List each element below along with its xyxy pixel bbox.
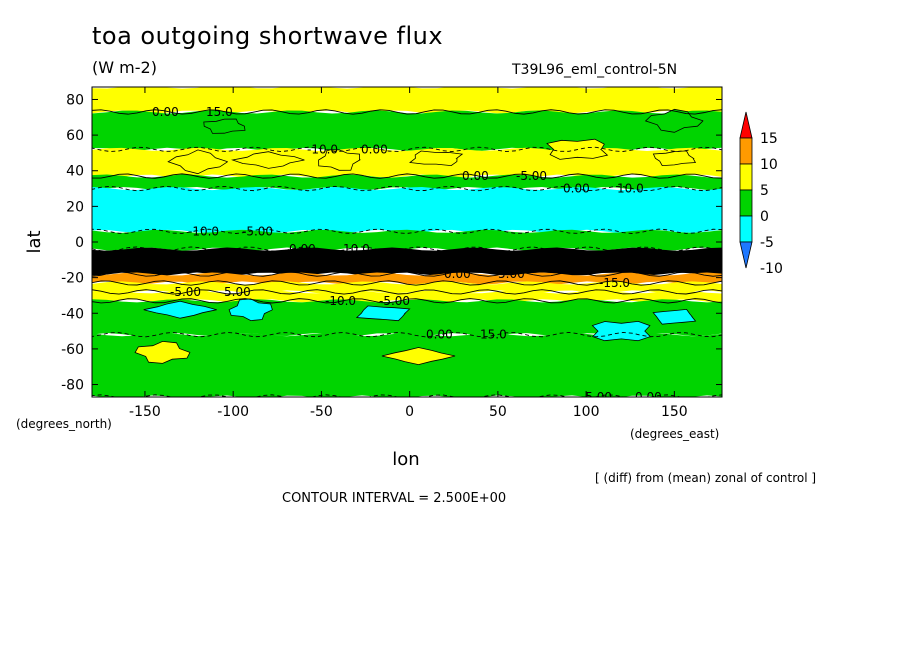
zonal-band [92, 333, 722, 397]
contour-line [92, 109, 722, 115]
x-tick-label: 100 [573, 404, 600, 420]
anomaly-patch [143, 300, 217, 319]
contour-label: 5.00 [498, 267, 525, 281]
colorbar-segment [739, 163, 753, 191]
contour-label: 0.00 [635, 390, 662, 404]
contour-line [92, 298, 722, 304]
anomaly-patch [231, 151, 305, 169]
contour-line [92, 185, 722, 192]
anomaly-patch [591, 320, 652, 342]
colorbar-segment [739, 111, 753, 139]
contour-label: 0.00 [289, 242, 316, 256]
contour-line [92, 228, 722, 234]
anomaly-patch [408, 150, 464, 167]
colorbar-label: 15 [760, 131, 778, 147]
colorbar-segment [739, 137, 753, 165]
chart-title: toa outgoing shortwave flux [92, 22, 444, 50]
contour-interval-label: CONTOUR INTERVAL = 2.500E+00 [282, 491, 506, 506]
anomaly-patch [167, 149, 228, 175]
anomaly-patch [652, 308, 697, 325]
contour-line [92, 289, 722, 295]
zonal-band [92, 186, 722, 233]
zonal-band [92, 229, 722, 251]
y-tick-label: 20 [66, 199, 84, 215]
anomaly-patch [644, 108, 704, 133]
anomaly-patch [134, 340, 191, 364]
contour-label: -5.00 [516, 169, 547, 183]
zonal-band [92, 247, 722, 276]
y-tick-label: 60 [66, 128, 84, 144]
colorbar-label: 10 [760, 157, 778, 173]
x-tick-label: 150 [661, 404, 688, 420]
y-tick-label: -40 [61, 306, 84, 322]
zonal-band [92, 87, 722, 114]
contour-label: 0.00 [444, 267, 471, 281]
colorbar-label: -5 [760, 235, 774, 251]
colorbar-segment [739, 215, 753, 243]
run-name: T39L96_eml_control-5N [512, 62, 678, 78]
zonal-band [92, 174, 722, 191]
contour-label: 0.00 [426, 328, 453, 342]
y-tick-label: -20 [61, 271, 84, 287]
colorbar-segment [739, 241, 753, 269]
y-tick-label: 40 [66, 164, 84, 180]
y-tick-label: 0 [75, 235, 84, 251]
x-tick-label: 50 [489, 404, 507, 420]
anomaly-patch [203, 118, 246, 134]
contour-line [92, 331, 722, 338]
contour-label: -15.0 [599, 276, 630, 290]
x-units-label: (degrees_east) [630, 427, 719, 441]
colorbar-label: 5 [760, 183, 769, 199]
colorbar-label: -10 [760, 261, 783, 277]
colorbar-segment [739, 189, 753, 217]
contour-line [92, 146, 722, 153]
anomaly-patch [318, 149, 362, 171]
contour-label: -5.00 [170, 285, 201, 299]
contour-label: -5.00 [581, 390, 612, 404]
zonal-band [92, 110, 722, 151]
contour-label: 15.0 [480, 328, 507, 342]
y-units-label: (degrees_north) [16, 417, 112, 431]
x-tick-label: -50 [310, 404, 333, 420]
anomaly-patch [355, 305, 411, 322]
contour-label: 0.00 [361, 142, 388, 156]
anomaly-patch [228, 298, 273, 322]
anomaly-patch [381, 347, 456, 366]
y-tick-label: -60 [61, 342, 84, 358]
contour-label: 15.0 [206, 105, 233, 119]
chart-units: (W m-2) [92, 58, 157, 77]
contour-label: 0.00 [462, 169, 489, 183]
y-tick-label: 80 [66, 92, 84, 108]
contour-label: 5.00 [224, 285, 251, 299]
contour-label: -10.0 [307, 142, 338, 156]
contour-label: -5.00 [242, 224, 273, 238]
contour-line [92, 280, 722, 286]
contour-label: -10.0 [188, 224, 219, 238]
x-tick-label: 0 [405, 404, 414, 420]
contour-label: 0.00 [563, 182, 590, 196]
y-tick-label: -80 [61, 378, 84, 394]
contour-line [92, 173, 722, 179]
x-tick-label: -150 [129, 404, 161, 420]
contour-label: 10.0 [617, 182, 644, 196]
diff-note: [ (diff) from (mean) zonal of control ] [595, 471, 816, 485]
anomaly-patch [652, 150, 697, 167]
contour-label: 0.00 [152, 105, 179, 119]
contour-line [92, 246, 722, 252]
x-axis-label: lon [392, 449, 419, 470]
contour-label: -10.0 [325, 294, 356, 308]
contour-line [92, 271, 722, 277]
contour-label: -5.00 [379, 294, 410, 308]
colorbar-label: 0 [760, 209, 769, 225]
y-axis-label: lat [24, 230, 45, 253]
contour-label: 10.0 [343, 242, 370, 256]
x-tick-label: -100 [217, 404, 249, 420]
